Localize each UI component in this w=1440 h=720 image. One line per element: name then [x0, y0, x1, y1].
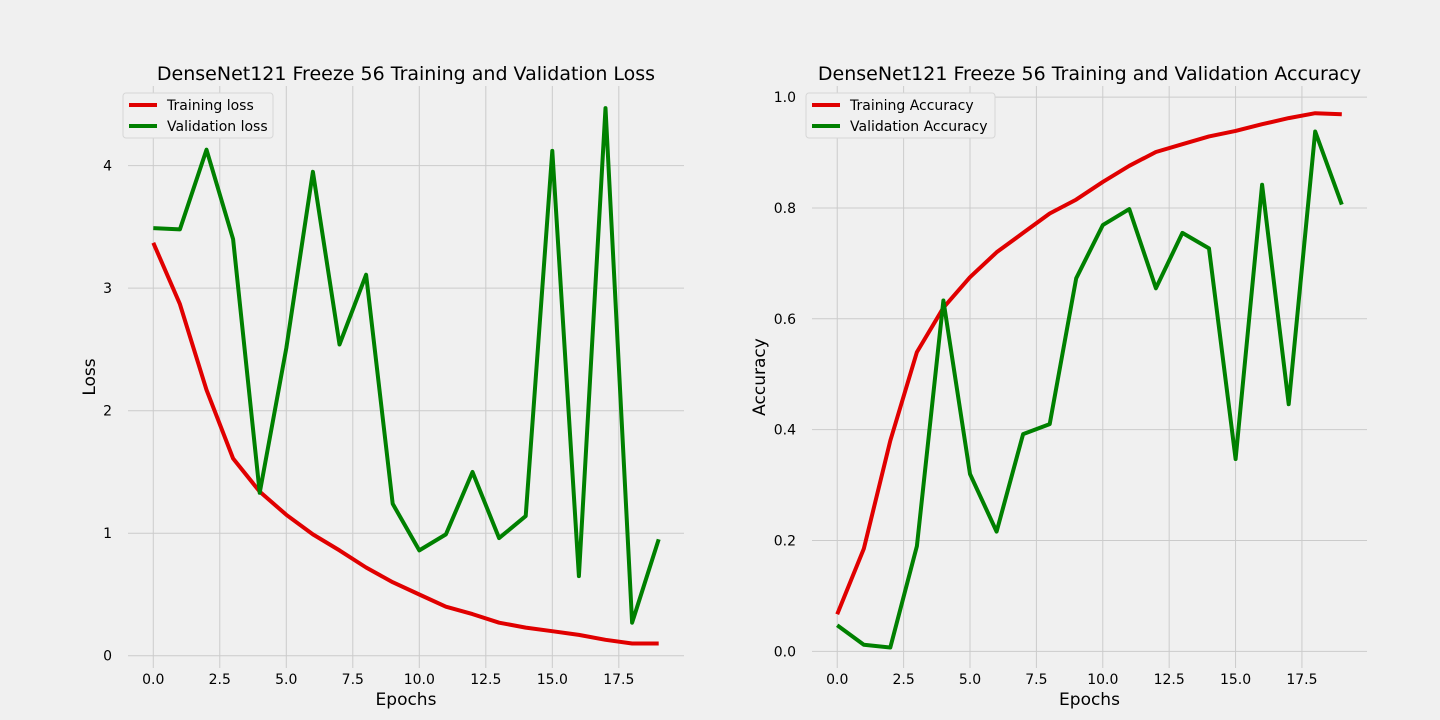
chart-title: DenseNet121 Freeze 56 Training and Valid… [818, 63, 1361, 85]
legend-box [122, 92, 274, 139]
y-tick-label: 1.0 [774, 90, 796, 106]
legend-label: Training loss [166, 98, 254, 114]
x-tick-label: 12.5 [470, 672, 501, 688]
y-tick-label: 0.0 [774, 644, 796, 660]
x-tick-label: 7.5 [342, 672, 364, 688]
x-tick-label: 0.0 [142, 672, 164, 688]
x-tick-label: 17.5 [603, 672, 634, 688]
y-axis-label: Loss [80, 358, 100, 395]
series-line-training-accuracy [835, 111, 1342, 615]
chart-accuracy: 0.0 2.5 5.0 7.5 10.0 12.5 15.0 17.5 0.0 0.2 0.4 0.6… [750, 63, 1367, 710]
y-tick-label: 1 [103, 526, 112, 542]
x-axis-label: Epochs [1059, 690, 1120, 710]
chart-title: DenseNet121 Freeze 56 Training and Valid… [157, 63, 655, 85]
legend-label: Validation Accuracy [850, 119, 988, 135]
x-tick-label: 17.5 [1286, 672, 1317, 688]
x-tick-label: 5.0 [275, 672, 297, 688]
legend: Training loss Validation loss [122, 92, 274, 139]
x-tick-label: 2.5 [892, 672, 914, 688]
series-line-validation-accuracy [836, 129, 1344, 650]
series-line-validation-loss [153, 106, 661, 625]
x-tick-label: 15.0 [537, 672, 568, 688]
y-tick-label: 3 [103, 281, 112, 297]
x-tick-label: 15.0 [1220, 672, 1251, 688]
legend-box [805, 92, 996, 139]
x-tick-label: 5.0 [959, 672, 981, 688]
x-tick-label: 7.5 [1025, 672, 1047, 688]
chart-loss: 0.0 2.5 5.0 7.5 10.0 12.5 15.0 17.5 0 1 2 3 4 DenseNe… [80, 63, 684, 710]
y-axis-label: Accuracy [750, 338, 770, 416]
x-tick-label: 12.5 [1154, 672, 1185, 688]
y-tick-label: 0.8 [774, 201, 796, 217]
y-tick-label: 2 [103, 404, 112, 420]
x-tick-label: 10.0 [404, 672, 435, 688]
legend-label: Training Accuracy [849, 98, 974, 114]
x-axis-label: Epochs [376, 690, 437, 710]
x-tick-label: 2.5 [209, 672, 231, 688]
x-tick-label: 10.0 [1087, 672, 1118, 688]
y-tick-label: 0.2 [774, 534, 796, 550]
legend-label: Validation loss [167, 119, 268, 135]
y-tick-label: 0.4 [774, 423, 796, 439]
y-tick-label: 0 [103, 649, 112, 665]
y-tick-label: 4 [103, 159, 112, 175]
series-line-training-loss [151, 242, 659, 646]
x-tick-label: 0.0 [826, 672, 848, 688]
legend: Training Accuracy Validation Accuracy [805, 92, 996, 139]
y-tick-label: 0.6 [774, 312, 796, 328]
